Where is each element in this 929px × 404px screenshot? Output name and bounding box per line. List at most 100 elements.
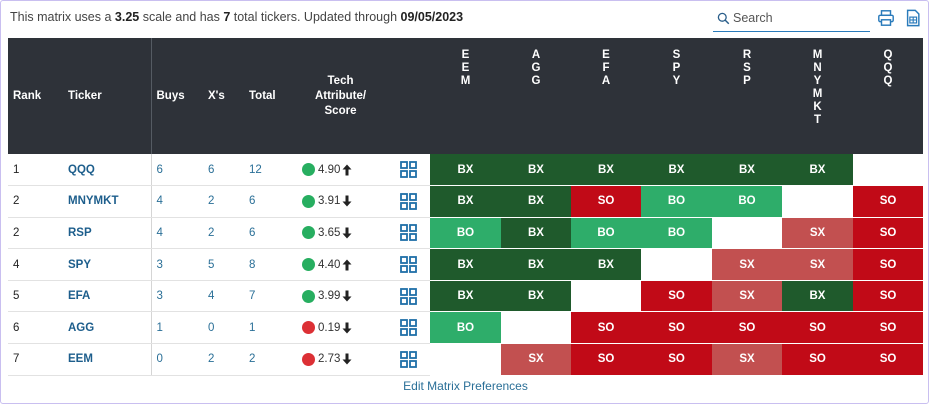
detail-cell[interactable] bbox=[384, 154, 430, 187]
col-header-ticker[interactable]: Ticker bbox=[63, 38, 151, 154]
edit-matrix-preferences-link[interactable]: Edit Matrix Preferences bbox=[403, 379, 528, 393]
detail-cell[interactable] bbox=[384, 185, 430, 218]
signal-cell[interactable]: BX bbox=[571, 154, 641, 187]
signal-cell[interactable]: BX bbox=[430, 185, 501, 218]
signal-cell[interactable] bbox=[430, 343, 501, 376]
signal-cell[interactable]: BX bbox=[782, 154, 853, 187]
signal-cell[interactable]: SO bbox=[571, 311, 641, 345]
ticker-link[interactable]: RSP bbox=[63, 217, 151, 250]
search-input[interactable] bbox=[733, 11, 863, 25]
col-header-xs[interactable]: X's bbox=[203, 38, 244, 154]
signal-cell[interactable]: BX bbox=[501, 280, 571, 313]
green-status-dot-icon bbox=[302, 194, 315, 208]
signal-cell[interactable] bbox=[641, 248, 712, 281]
signal-cell[interactable]: SO bbox=[782, 343, 853, 376]
detail-cell[interactable] bbox=[384, 311, 430, 345]
signal-cell[interactable]: BO bbox=[641, 185, 712, 218]
col-header-tech-score[interactable]: Tech Attribute/ Score bbox=[297, 38, 384, 154]
table-row: 5 EFA 3 4 7 3.99 BX BX SO SX BX SO bbox=[8, 280, 923, 313]
signal-cell[interactable]: BX bbox=[782, 280, 853, 313]
header-letter: E bbox=[461, 49, 470, 61]
signal-cell[interactable]: SO bbox=[641, 280, 712, 313]
detail-cell[interactable] bbox=[384, 280, 430, 313]
signal-cell[interactable]: BO bbox=[712, 185, 782, 218]
signal-cell[interactable]: BX bbox=[641, 154, 712, 187]
ticker-link[interactable]: EFA bbox=[63, 280, 151, 313]
ticker-link[interactable]: SPY bbox=[63, 248, 151, 281]
rank-cell: 2 bbox=[8, 185, 63, 218]
signal-cell[interactable] bbox=[501, 311, 571, 345]
detail-cell[interactable] bbox=[384, 343, 430, 376]
col-header-buys[interactable]: Buys bbox=[150, 38, 203, 154]
search-box[interactable] bbox=[713, 5, 870, 32]
signal-cell[interactable]: BX bbox=[430, 248, 501, 281]
excel-export-icon[interactable] bbox=[904, 9, 922, 27]
signal-cell[interactable]: BO bbox=[641, 217, 712, 250]
matrix-detail-icon[interactable] bbox=[400, 161, 417, 178]
matrix-detail-icon[interactable] bbox=[400, 256, 417, 273]
signal-cell[interactable]: SO bbox=[853, 217, 923, 250]
signal-cell[interactable]: SO bbox=[853, 185, 923, 218]
signal-cell[interactable]: SX bbox=[712, 343, 782, 376]
table-row: 1 QQQ 6 6 12 4.90 BX BX BX BX BX BX bbox=[8, 154, 923, 187]
signal-cell[interactable]: SO bbox=[853, 280, 923, 313]
col-header-total[interactable]: Total bbox=[244, 38, 297, 154]
signal-cell[interactable]: SO bbox=[853, 343, 923, 376]
ticker-link[interactable]: AGG bbox=[63, 311, 151, 345]
ticker-link[interactable]: QQQ bbox=[63, 154, 151, 187]
signal-cell[interactable]: BX bbox=[501, 185, 571, 218]
print-icon[interactable] bbox=[877, 9, 895, 27]
signal-cell[interactable]: SO bbox=[641, 311, 712, 345]
signal-cell[interactable]: BO bbox=[430, 311, 501, 345]
signal-cell[interactable]: BX bbox=[571, 248, 641, 281]
total-cell: 12 bbox=[244, 154, 297, 187]
matrix-detail-icon[interactable] bbox=[400, 192, 417, 210]
col-header-rank[interactable]: Rank bbox=[8, 38, 63, 154]
signal-cell[interactable]: SO bbox=[641, 343, 712, 376]
signal-cell[interactable]: SO bbox=[782, 311, 853, 345]
ticker-link[interactable]: MNYMKT bbox=[63, 185, 151, 218]
signal-cell[interactable]: SO bbox=[853, 248, 923, 281]
signal-cell[interactable] bbox=[782, 185, 853, 218]
buys-cell: 3 bbox=[150, 280, 203, 313]
detail-cell[interactable] bbox=[384, 248, 430, 281]
signal-cell[interactable] bbox=[853, 154, 923, 187]
rank-cell: 4 bbox=[8, 248, 63, 281]
signal-cell[interactable]: BX bbox=[430, 154, 501, 187]
signal-cell[interactable]: SO bbox=[853, 311, 923, 345]
matrix-detail-icon[interactable] bbox=[400, 319, 417, 337]
signal-cell[interactable]: SO bbox=[571, 343, 641, 376]
matrix-detail-icon[interactable] bbox=[400, 224, 417, 242]
signal-cell[interactable]: BX bbox=[501, 217, 571, 250]
signal-cell[interactable]: BO bbox=[430, 217, 501, 250]
signal-cell[interactable]: SO bbox=[712, 311, 782, 345]
signal-cell[interactable] bbox=[712, 217, 782, 250]
signal-cell[interactable]: SO bbox=[571, 185, 641, 218]
signal-cell[interactable]: SX bbox=[712, 248, 782, 281]
signal-cell[interactable]: SX bbox=[782, 248, 853, 281]
signal-cell[interactable]: SX bbox=[501, 343, 571, 376]
signal-cell[interactable]: BO bbox=[571, 217, 641, 250]
ticker-link[interactable]: EEM bbox=[63, 343, 151, 376]
tech-score-cell: 3.65 bbox=[297, 217, 384, 250]
table-row: 2 MNYMKT 4 2 6 3.91 BX BX SO BO BO SO bbox=[8, 185, 923, 218]
signal-cell[interactable]: SX bbox=[782, 217, 853, 250]
arrow-down-icon bbox=[342, 353, 352, 365]
signal-cell[interactable]: BX bbox=[712, 154, 782, 187]
signal-cell[interactable]: BX bbox=[430, 280, 501, 313]
signal-cell[interactable] bbox=[571, 280, 641, 313]
matrix-detail-icon[interactable] bbox=[400, 350, 417, 368]
header-letter: A bbox=[601, 75, 611, 87]
signal-cell[interactable]: SX bbox=[712, 280, 782, 313]
detail-cell[interactable] bbox=[384, 217, 430, 250]
matrix-detail-icon[interactable] bbox=[400, 287, 417, 305]
signal-cell[interactable]: BX bbox=[501, 154, 571, 187]
signal-cell[interactable]: BX bbox=[501, 248, 571, 281]
